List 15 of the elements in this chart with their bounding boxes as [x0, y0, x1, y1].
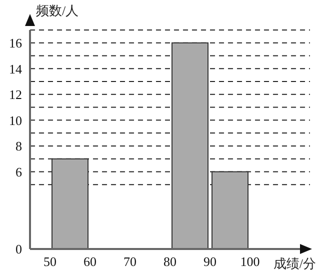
x-axis-title: 成绩/分	[273, 255, 316, 273]
x-tick-label: 80	[164, 254, 176, 270]
y-tick-label: 12	[9, 87, 22, 102]
y-tick-label: 0	[16, 242, 22, 257]
x-tick-label: 60	[84, 254, 96, 270]
y-tick-label: 10	[9, 112, 22, 128]
x-tick-label: 70	[124, 254, 136, 270]
y-tick-label: 16	[9, 35, 22, 50]
y-tick-label: 6	[16, 164, 22, 180]
y-tick-label: 8	[16, 138, 22, 154]
y-axis-title: 频数/人	[36, 2, 79, 20]
x-tick-label: 90	[204, 254, 216, 270]
x-tick-label: 50	[44, 254, 56, 270]
y-tick-label: 14	[9, 61, 22, 76]
x-tick-label: 100	[240, 254, 260, 270]
